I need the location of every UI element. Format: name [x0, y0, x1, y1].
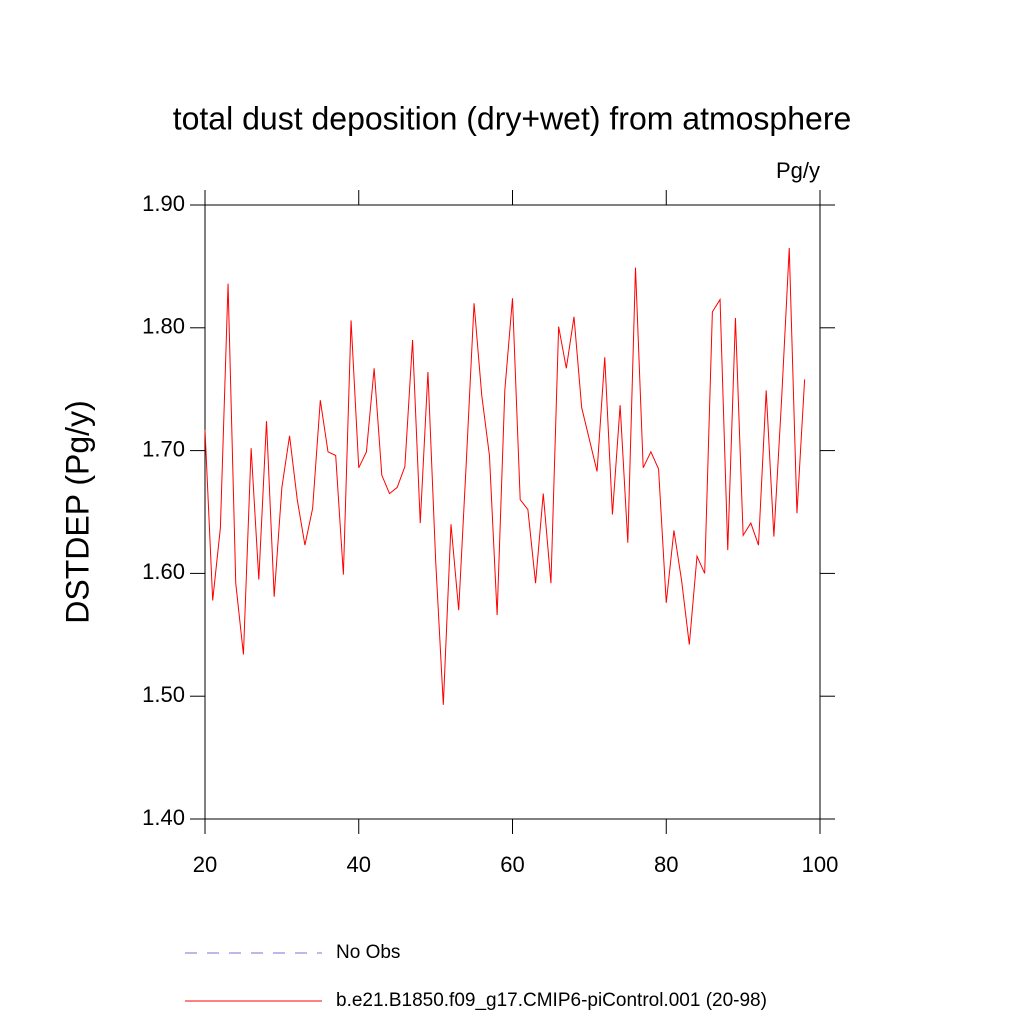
y-tick-label: 1.80: [142, 314, 185, 339]
x-tick-label: 40: [347, 852, 371, 877]
y-tick-label: 1.60: [142, 559, 185, 584]
x-tick-label: 80: [654, 852, 678, 877]
legend-label: No Obs: [336, 942, 400, 963]
y-tick-label: 1.50: [142, 682, 185, 707]
x-tick-label: 60: [500, 852, 524, 877]
chart-title: total dust deposition (dry+wet) from atm…: [173, 100, 852, 136]
y-tick-label: 1.40: [142, 805, 185, 830]
x-tick-label: 20: [193, 852, 217, 877]
y-tick-label: 1.90: [142, 191, 185, 216]
legend-label: b.e21.B1850.f09_g17.CMIP6-piControl.001 …: [336, 990, 767, 1011]
y-tick-label: 1.70: [142, 436, 185, 461]
units-label: Pg/y: [776, 158, 820, 183]
y-axis-label: DSTDEP (Pg/y): [59, 400, 95, 623]
plot-frame: [204, 204, 821, 820]
data-line: [204, 247, 806, 705]
x-tick-label: 100: [802, 852, 839, 877]
